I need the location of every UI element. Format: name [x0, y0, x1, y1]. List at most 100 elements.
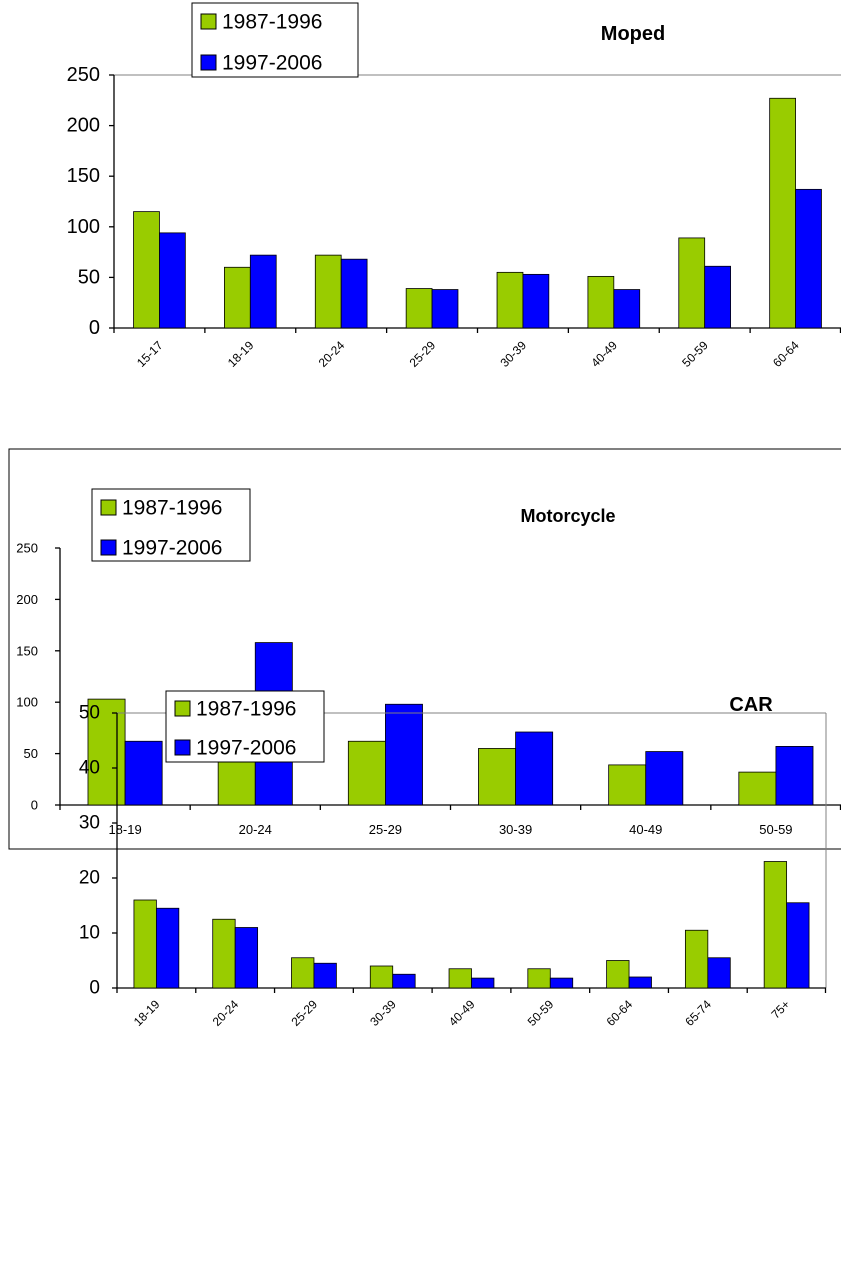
motorcycle-y-tick-label: 50 [24, 746, 38, 761]
motorcycle-bar-a [87, 698, 126, 806]
car-chart: 0 10 20 30 40 50 18-19 20-24 25-29 30-39 40-49 50-5… [79, 690, 827, 1029]
car-legend-swatch [174, 700, 191, 717]
motorcycle-x-tick-label: 40-49 [629, 822, 662, 837]
car-bar-a [448, 968, 472, 989]
car-y-tick-label: 30 [79, 813, 100, 834]
moped-y-tick-label: 50 [78, 266, 100, 288]
motorcycle-chart-title: Motorcycle [520, 506, 615, 526]
motorcycle-bar-b [385, 703, 423, 806]
moped-legend-label: 1997-2006 [222, 52, 322, 75]
moped-x-tick-label: 15-17 [134, 338, 166, 370]
moped-bar-b [249, 254, 277, 329]
motorcycle-x-tick-label: 25-29 [369, 822, 402, 837]
moped-bar-a [133, 211, 160, 329]
car-x-tick-label: 65-74 [682, 997, 714, 1029]
motorcycle-y-tick-label: 0 [31, 798, 38, 813]
car-bar-b [628, 976, 652, 989]
motorcycle-bar-b [775, 746, 814, 806]
moped-bar-a [496, 271, 524, 329]
car-legend-label: 1997-2006 [196, 737, 296, 760]
moped-bar-a [314, 254, 342, 329]
car-x-tick-label: 25-29 [288, 997, 320, 1029]
motorcycle-x-tick-label: 20-24 [239, 822, 272, 837]
car-x-tick-label: 40-49 [446, 997, 478, 1029]
motorcycle-legend-label: 1997-2006 [122, 537, 222, 560]
motorcycle-legend-swatch [100, 539, 117, 556]
motorcycle-y-tick-label: 150 [16, 643, 38, 658]
car-bar-a [684, 929, 709, 989]
moped-bar-b [522, 273, 550, 329]
moped-x-tick-label: 60-64 [770, 338, 802, 370]
car-y-tick-label: 40 [79, 758, 100, 779]
car-bar-a [763, 861, 788, 989]
moped-legend-swatch [200, 54, 217, 71]
car-y-tick-label: 20 [79, 868, 100, 889]
car-y-tick-label: 10 [79, 923, 100, 944]
car-x-tick-label: 60-64 [604, 997, 636, 1029]
car-bar-a [133, 899, 157, 989]
motorcycle-x-tick-label: 30-39 [499, 822, 532, 837]
car-bar-b [471, 977, 495, 989]
car-x-tick-label: 75+ [768, 997, 792, 1021]
moped-bar-a [769, 97, 796, 329]
motorcycle-y-tick-label: 200 [16, 592, 38, 607]
car-bar-b [155, 907, 180, 989]
motorcycle-bar-a [738, 771, 777, 806]
car-y-tick-label: 0 [89, 978, 100, 999]
motorcycle-bar-b [515, 731, 554, 806]
moped-legend-box [191, 2, 359, 78]
car-bar-b [549, 977, 574, 989]
car-bar-b [392, 973, 416, 989]
motorcycle-bar-a [478, 748, 516, 806]
moped-x-tick-label: 40-49 [588, 338, 620, 370]
car-bar-a [291, 957, 315, 989]
moped-bar-a [678, 237, 706, 329]
motorcycle-legend-label: 1987-1996 [122, 497, 222, 520]
car-bar-a [606, 960, 630, 989]
motorcycle-bar-a [347, 740, 386, 806]
moped-x-tick-label: 30-39 [497, 338, 529, 370]
car-bar-b [313, 962, 337, 989]
moped-y-tick-label: 200 [67, 115, 100, 137]
moped-y-tick-label: 100 [67, 216, 100, 238]
moped-x-tick-label: 18-19 [225, 338, 257, 370]
moped-bar-b [795, 188, 822, 329]
motorcycle-x-tick-label: 18-19 [108, 822, 141, 837]
moped-x-tick-label: 20-24 [316, 338, 348, 370]
motorcycle-frame [8, 448, 841, 850]
car-x-tick-label: 30-39 [367, 997, 399, 1029]
car-bar-b [234, 927, 259, 989]
motorcycle-legend-swatch [100, 499, 117, 516]
moped-x-tick-label: 50-59 [679, 338, 711, 370]
moped-y-tick-label: 250 [67, 64, 100, 86]
car-bar-b [707, 957, 731, 989]
moped-bar-b [431, 289, 459, 329]
moped-bar-b [340, 258, 368, 329]
moped-bar-b [159, 232, 186, 329]
moped-y-tick-label: 0 [89, 317, 100, 339]
car-bar-b [786, 902, 810, 989]
motorcycle-legend-box [91, 488, 251, 562]
car-y-tick-label: 50 [79, 703, 100, 724]
motorcycle-y-tick-label: 250 [16, 541, 38, 556]
car-bar-a [527, 968, 551, 989]
moped-y-tick-label: 150 [67, 165, 100, 187]
moped-legend-swatch [200, 13, 217, 30]
car-x-tick-label: 18-19 [131, 997, 163, 1029]
car-chart-title: CAR [729, 694, 773, 716]
motorcycle-bar-b [645, 751, 684, 806]
car-legend-box [165, 690, 325, 763]
car-x-tick-label: 20-24 [210, 997, 242, 1029]
moped-legend-label: 1987-1996 [222, 11, 322, 34]
motorcycle-x-tick-label: 50-59 [759, 822, 792, 837]
motorcycle-y-tick-label: 100 [16, 695, 38, 710]
moped-chart-title: Moped [601, 23, 665, 45]
motorcycle-bar-a [608, 764, 647, 806]
car-legend-swatch [174, 739, 191, 756]
motorcycle-bar-b [124, 740, 163, 806]
moped-bar-b [613, 289, 641, 329]
moped-bar-a [587, 275, 615, 329]
moped-x-tick-label: 25-29 [407, 338, 439, 370]
car-legend-label: 1987-1996 [196, 698, 296, 721]
